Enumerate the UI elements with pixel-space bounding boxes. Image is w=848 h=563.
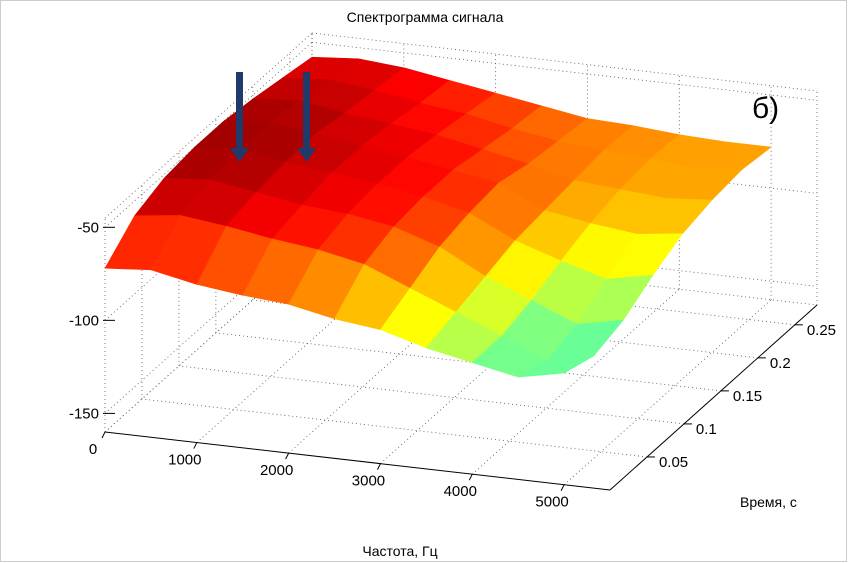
arrows bbox=[230, 72, 316, 162]
z-tick-label: -100 bbox=[69, 312, 99, 329]
grid-line bbox=[311, 41, 818, 101]
x-tick-label: 5000 bbox=[535, 494, 568, 511]
tick-mark bbox=[560, 484, 565, 491]
grid-line bbox=[289, 266, 795, 326]
y-tick-label: 0.1 bbox=[696, 421, 717, 438]
arrow-shaft bbox=[236, 72, 243, 150]
x-tick-label: 2000 bbox=[260, 462, 293, 479]
y-tick-label: 0.05 bbox=[659, 454, 688, 471]
axes: 0 1000 2000 3000 4000 5000 0.05 0.1 0.15 0.2 0.25 -… bbox=[69, 219, 836, 510]
tick-mark bbox=[193, 442, 198, 449]
y-axis-label: Время, с bbox=[740, 494, 797, 510]
axis-line bbox=[104, 431, 611, 491]
grid-line bbox=[178, 365, 684, 425]
z-tick-label: -150 bbox=[69, 405, 99, 422]
x-axis-label: Частота, Гц bbox=[362, 543, 437, 559]
tick-mark bbox=[101, 431, 106, 439]
box-edge bbox=[311, 32, 818, 92]
y-tick-label: 0.2 bbox=[770, 355, 791, 372]
x-tick-label: 3000 bbox=[352, 473, 385, 490]
surface bbox=[104, 56, 772, 378]
grid-line bbox=[141, 398, 648, 458]
grid-line bbox=[215, 332, 721, 392]
x-tick-label: 0 bbox=[89, 441, 97, 458]
y-tick-label: 0.15 bbox=[733, 388, 762, 405]
arrow-head bbox=[230, 148, 249, 162]
annotation: б) bbox=[752, 92, 779, 125]
z-tick-label: -50 bbox=[77, 219, 99, 236]
tick-mark bbox=[285, 452, 290, 460]
tick-mark bbox=[468, 473, 473, 481]
grid-line bbox=[252, 299, 758, 359]
arrow-shaft bbox=[303, 72, 310, 150]
x-tick-label: 1000 bbox=[168, 452, 201, 469]
tick-mark bbox=[377, 463, 381, 470]
y-tick-label: 0.25 bbox=[807, 322, 836, 339]
surface-patch bbox=[518, 355, 594, 378]
chart-title: Спектрограмма сигнала bbox=[347, 9, 504, 25]
arrow-head bbox=[297, 148, 316, 162]
axis-line bbox=[609, 304, 818, 491]
x-tick-label: 4000 bbox=[444, 483, 477, 500]
